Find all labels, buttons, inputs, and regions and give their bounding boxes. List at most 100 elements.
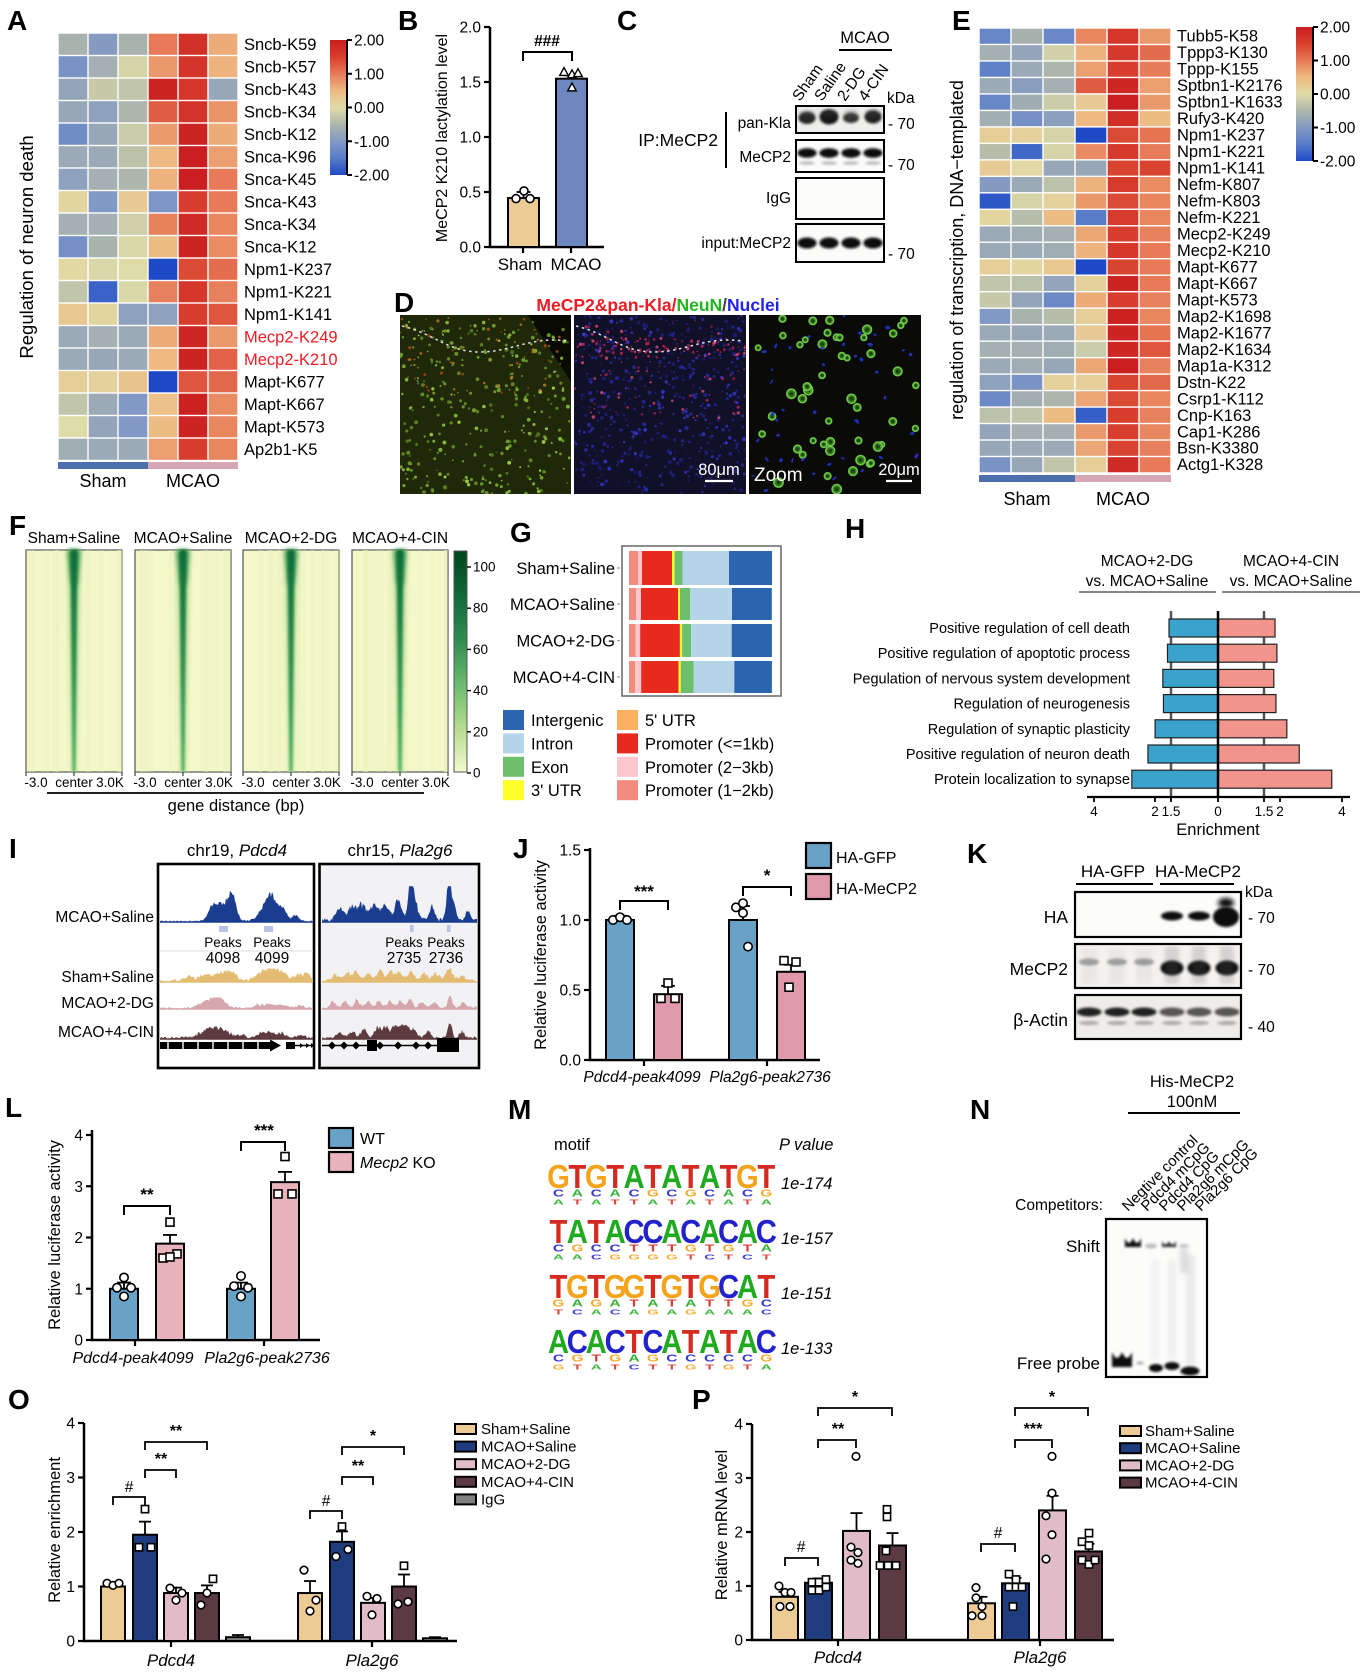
svg-text:T: T	[550, 1212, 568, 1250]
svg-text:3' UTR: 3' UTR	[531, 782, 582, 800]
svg-text:100: 100	[473, 560, 496, 575]
svg-text:- 70: - 70	[1248, 962, 1275, 979]
svg-text:Relative luciferase activity: Relative luciferase activity	[46, 1139, 64, 1330]
svg-text:**: **	[155, 1451, 168, 1468]
svg-text:Pla2g6: Pla2g6	[346, 1651, 399, 1670]
svg-text:Mapt-K677: Mapt-K677	[244, 373, 325, 391]
svg-text:Cap1-K286: Cap1-K286	[1177, 423, 1260, 441]
svg-text:regulation of transcription, D: regulation of transcription, DNA−templat…	[947, 80, 967, 420]
svg-text:T: T	[587, 1212, 605, 1250]
svg-text:100nM: 100nM	[1167, 1093, 1217, 1111]
svg-text:K: K	[967, 838, 987, 869]
svg-text:C: C	[591, 1253, 602, 1262]
svg-text:-2.00: -2.00	[354, 168, 390, 185]
svg-text:3.0K: 3.0K	[205, 775, 233, 790]
svg-text:4098: 4098	[206, 950, 240, 967]
svg-text:P value: P value	[779, 1136, 833, 1154]
svg-text:T: T	[629, 1242, 639, 1254]
svg-text:-1.00: -1.00	[354, 134, 390, 151]
svg-text:C: C	[685, 1352, 697, 1364]
svg-text:Mapt-K667: Mapt-K667	[1177, 275, 1258, 293]
svg-text:Pdcd4-peak4099: Pdcd4-peak4099	[73, 1350, 194, 1367]
svg-text:A: A	[661, 1322, 682, 1360]
svg-text:T: T	[667, 1198, 677, 1207]
svg-text:T: T	[743, 1363, 753, 1372]
svg-text:A: A	[548, 1322, 569, 1360]
svg-text:Mapt-K677: Mapt-K677	[1177, 258, 1258, 276]
svg-text:0: 0	[1214, 804, 1222, 819]
svg-text:T: T	[648, 1242, 658, 1254]
svg-text:40: 40	[473, 683, 488, 698]
svg-text:A: A	[648, 1198, 659, 1207]
svg-text:Tppp-K155: Tppp-K155	[1177, 61, 1259, 79]
svg-text:Snca-K45: Snca-K45	[244, 171, 316, 189]
svg-text:**: **	[832, 1421, 845, 1438]
svg-text:T: T	[682, 1267, 700, 1305]
svg-text:MCAO+2-DG: MCAO+2-DG	[1101, 553, 1194, 570]
svg-text:Pegulation of nervous system d: Pegulation of nervous system development	[853, 671, 1130, 687]
svg-text:C: C	[591, 1187, 603, 1199]
svg-text:2735: 2735	[387, 950, 421, 967]
svg-text:T: T	[667, 1242, 677, 1254]
svg-text:C: C	[605, 1322, 626, 1360]
svg-text:MCAO+4-CIN: MCAO+4-CIN	[58, 1024, 154, 1041]
svg-text:G: G	[566, 1267, 589, 1305]
svg-text:G: G	[647, 1352, 659, 1364]
svg-text:M: M	[508, 1094, 531, 1125]
svg-text:C: C	[756, 1212, 777, 1250]
svg-text:T: T	[573, 1198, 583, 1207]
svg-text:β-Actin: β-Actin	[1013, 1010, 1068, 1030]
svg-text:0.5: 0.5	[559, 983, 581, 1000]
svg-text:C: C	[680, 1212, 701, 1250]
svg-text:T: T	[686, 1253, 696, 1262]
svg-text:A: A	[699, 1212, 720, 1250]
svg-text:Nefm-K221: Nefm-K221	[1177, 209, 1260, 227]
svg-text:J: J	[513, 833, 529, 864]
svg-text:HA-MeCP2: HA-MeCP2	[836, 881, 917, 898]
svg-text:A: A	[610, 1297, 622, 1309]
svg-text:C: C	[642, 1212, 663, 1250]
svg-text:T: T	[724, 1297, 734, 1309]
svg-text:1.00: 1.00	[1320, 53, 1351, 70]
svg-text:T: T	[720, 1322, 738, 1360]
svg-text:Promoter (1−2kb): Promoter (1−2kb)	[645, 782, 774, 800]
svg-text:T: T	[705, 1242, 715, 1254]
svg-text:A: A	[629, 1308, 640, 1317]
svg-text:A: A	[737, 1267, 758, 1305]
svg-text:Sncb-K43: Sncb-K43	[244, 81, 316, 99]
svg-text:T: T	[550, 1267, 568, 1305]
svg-text:G: G	[571, 1242, 583, 1254]
svg-text:G: G	[647, 1308, 659, 1317]
svg-text:input:MeCP2: input:MeCP2	[701, 235, 791, 252]
svg-text:1: 1	[66, 1579, 75, 1596]
svg-text:F: F	[9, 510, 26, 541]
svg-text:Tppp3-K130: Tppp3-K130	[1177, 44, 1268, 62]
svg-text:20μm: 20μm	[878, 461, 920, 479]
svg-text:60: 60	[473, 642, 488, 657]
svg-text:T: T	[667, 1363, 677, 1372]
svg-text:WT: WT	[360, 1131, 385, 1148]
svg-text:Pdcd4: Pdcd4	[147, 1651, 195, 1670]
svg-text:Promoter (2−3kb): Promoter (2−3kb)	[645, 759, 774, 777]
svg-text:A: A	[704, 1308, 715, 1317]
svg-text:T: T	[762, 1253, 772, 1262]
svg-text:MCAO: MCAO	[551, 255, 602, 274]
svg-text:Mapt-K573: Mapt-K573	[244, 418, 325, 436]
svg-text:A: A	[586, 1322, 607, 1360]
svg-text:Sham+Saline: Sham+Saline	[516, 560, 615, 578]
svg-text:**: **	[352, 1458, 365, 1475]
svg-text:A: A	[761, 1198, 772, 1207]
svg-text:3: 3	[74, 1179, 83, 1196]
svg-text:G: G	[685, 1187, 697, 1199]
svg-text:Exon: Exon	[531, 759, 569, 777]
svg-text:C: C	[591, 1242, 603, 1254]
svg-text:Peaks: Peaks	[204, 935, 242, 950]
svg-text:-3.0: -3.0	[133, 775, 156, 790]
svg-text:Snca-K34: Snca-K34	[244, 216, 316, 234]
svg-text:HA: HA	[1044, 907, 1069, 927]
svg-text:MCAO+2-DG: MCAO+2-DG	[481, 1456, 571, 1473]
svg-text:0.5: 0.5	[459, 185, 481, 202]
svg-text:#: #	[994, 1525, 1003, 1542]
svg-text:T: T	[720, 1157, 738, 1195]
svg-text:C: C	[567, 1322, 588, 1360]
